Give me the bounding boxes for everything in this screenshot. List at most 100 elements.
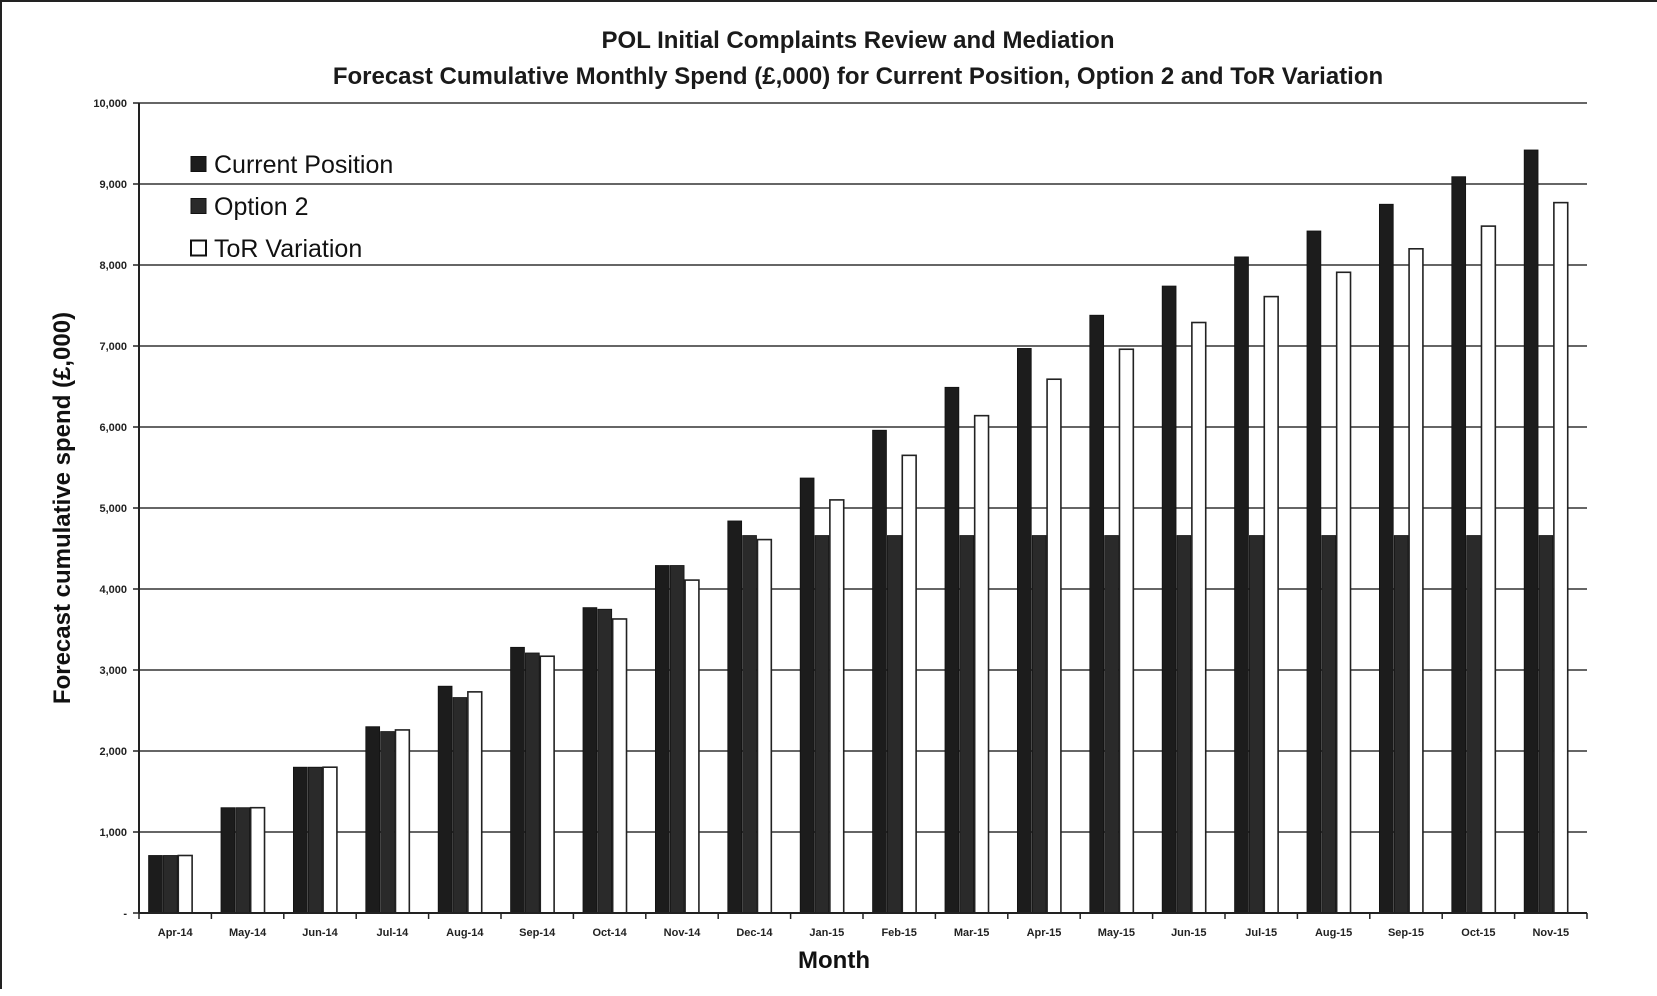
x-tick-label: Oct-14 bbox=[592, 927, 627, 939]
bar-tor-variation bbox=[611, 618, 628, 914]
bar-current-position bbox=[1016, 348, 1032, 914]
x-tick-label: Sep-14 bbox=[519, 927, 556, 939]
bar-current-position bbox=[1523, 149, 1539, 914]
x-tick-label: Jul-14 bbox=[377, 927, 410, 939]
legend-label-tor-variation: ToR Variation bbox=[214, 235, 362, 263]
x-tick-label: Aug-14 bbox=[446, 927, 484, 939]
y-tick-label: 5,000 bbox=[99, 503, 127, 515]
bar-tor-variation bbox=[1553, 201, 1569, 914]
chart-title: POL Initial Complaints Review and Mediat… bbox=[602, 27, 1115, 54]
x-tick-label: May-15 bbox=[1098, 927, 1135, 939]
bar-tor-variation bbox=[1191, 321, 1207, 914]
bar-tor-variation bbox=[756, 538, 773, 914]
x-tick-label: Apr-14 bbox=[158, 927, 194, 939]
bar-tor-variation bbox=[322, 766, 338, 914]
bar-option-2 bbox=[235, 807, 251, 914]
y-axis-ticks: - 1,000 2,000 3,000 4,000 5,000 6,000 7,000 8,00… bbox=[93, 98, 127, 920]
bar-tor-variation bbox=[177, 854, 193, 914]
bar-current-position bbox=[365, 726, 381, 914]
x-axis-label: Month bbox=[798, 947, 870, 974]
bar-current-position bbox=[582, 607, 598, 914]
y-tick-label: 6,000 bbox=[99, 422, 127, 434]
x-tick-label: Feb-15 bbox=[881, 927, 916, 939]
x-tick-label: Sep-15 bbox=[1388, 927, 1424, 939]
bar-current-position bbox=[654, 565, 670, 914]
legend-swatch-tor-variation bbox=[190, 239, 207, 257]
bar-current-position bbox=[727, 520, 743, 914]
bar-current-position bbox=[799, 477, 815, 914]
x-axis-ticks: Apr-14 May-14 Jun-14 Jul-14 Aug-14 Sep-14 Oct-… bbox=[138, 913, 1588, 939]
bar-current-position bbox=[1161, 285, 1177, 914]
bar-tor-variation bbox=[394, 729, 411, 914]
x-tick-label: Apr-15 bbox=[1027, 927, 1062, 939]
bar-option-2 bbox=[1104, 535, 1119, 914]
bar-tor-variation bbox=[539, 655, 555, 914]
legend-label-current-position: Current Position bbox=[214, 151, 393, 179]
bar-current-position bbox=[148, 855, 163, 914]
y-tick-label: 1,000 bbox=[99, 827, 127, 839]
bar-option-2 bbox=[163, 855, 178, 914]
bar-tor-variation bbox=[1046, 378, 1062, 914]
legend-swatch-option-2 bbox=[190, 198, 207, 214]
bar-option-2 bbox=[1321, 535, 1337, 914]
bar-option-2 bbox=[742, 535, 757, 914]
y-tick-label: 8,000 bbox=[99, 260, 127, 272]
bar-current-position bbox=[1089, 314, 1105, 914]
x-tick-label: Mar-15 bbox=[954, 927, 989, 939]
x-tick-label: Dec-14 bbox=[736, 927, 773, 939]
y-axis-label: Forecast cumulative spend (£,000) bbox=[49, 312, 76, 704]
x-tick-label: May-14 bbox=[229, 927, 267, 939]
bar-current-position bbox=[220, 807, 236, 914]
x-tick-label: Aug-15 bbox=[1315, 927, 1352, 939]
x-tick-label: Nov-14 bbox=[664, 927, 702, 939]
legend-swatch-current-position bbox=[190, 156, 207, 172]
bar-option-2 bbox=[1249, 535, 1264, 914]
bar-tor-variation bbox=[973, 414, 990, 914]
bar-tor-variation bbox=[1408, 248, 1424, 914]
legend: Current Position Option 2 ToR Variation bbox=[190, 151, 393, 263]
bar-current-position bbox=[1378, 203, 1394, 914]
y-tick-label: 9,000 bbox=[99, 179, 127, 191]
bar-tor-variation bbox=[249, 806, 266, 914]
bar-current-position bbox=[872, 429, 887, 914]
x-tick-label: Oct-15 bbox=[1461, 927, 1495, 939]
bar-option-2 bbox=[525, 652, 540, 914]
y-tick-label: 7,000 bbox=[99, 341, 127, 353]
bar-option-2 bbox=[1538, 535, 1554, 914]
bar-option-2 bbox=[380, 731, 395, 914]
bar-current-position bbox=[292, 766, 308, 914]
bar-current-position bbox=[944, 386, 960, 914]
x-tick-label: Jul-15 bbox=[1245, 927, 1277, 939]
bar-option-2 bbox=[1393, 535, 1409, 914]
bar-option-2 bbox=[1176, 535, 1192, 914]
bar-option-2 bbox=[669, 565, 685, 914]
bar-option-2 bbox=[452, 697, 468, 914]
x-tick-label: Nov-15 bbox=[1532, 927, 1569, 939]
bar-current-position bbox=[1451, 176, 1467, 914]
y-tick-label: 4,000 bbox=[99, 584, 127, 596]
bar-tor-variation bbox=[1480, 225, 1497, 914]
bar-option-2 bbox=[597, 608, 613, 914]
y-tick-label: 10,000 bbox=[93, 98, 127, 110]
bar-current-position bbox=[437, 685, 453, 914]
bar-tor-variation bbox=[467, 691, 483, 914]
bar-option-2 bbox=[814, 535, 830, 914]
bar-tor-variation bbox=[829, 499, 845, 914]
bar-tor-variation bbox=[684, 579, 700, 914]
y-tick-label: 2,000 bbox=[99, 746, 127, 758]
bar-tor-variation bbox=[1335, 271, 1352, 914]
bar-tor-variation bbox=[1118, 348, 1135, 914]
bar-option-2 bbox=[1031, 535, 1047, 914]
bar-option-2 bbox=[887, 535, 902, 914]
gridlines bbox=[133, 102, 1587, 914]
y-tick-label: 3,000 bbox=[99, 665, 127, 677]
bar-current-position bbox=[1234, 256, 1249, 914]
x-tick-label: Jun-15 bbox=[1171, 927, 1206, 939]
bar-option-2 bbox=[959, 535, 975, 914]
y-tick-label: - bbox=[123, 908, 127, 920]
bar-current-position bbox=[510, 646, 525, 914]
x-tick-label: Jun-14 bbox=[302, 927, 338, 939]
bar-tor-variation bbox=[1263, 295, 1279, 914]
bar-option-2 bbox=[307, 766, 323, 914]
